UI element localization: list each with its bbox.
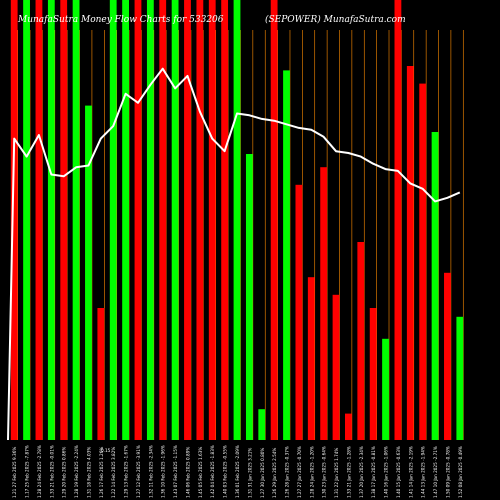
flow-bar [456,316,464,440]
bars [10,0,464,441]
title-right: (SEPOWER) MunafaSutra.com [265,14,406,25]
x-tick-label: 1.40 15 Jan 2025 -0.63% [396,446,401,498]
flow-bar [369,308,377,440]
x-tick-label: 1.36 10 Feb 2025 -1.96% [161,445,166,498]
x-tick-label: 1.28 24 Jan 2025 -1.20% [309,446,314,498]
flow-bar [382,338,389,440]
flow-bar [184,0,191,440]
x-tick-label: 1.30 23 Jan 2025 -0.64% [322,446,327,498]
flow-bar [109,0,117,440]
flow-bar [258,409,266,440]
x-tick-label: 1.29 13 Feb 2025 -1.67% [124,445,129,498]
flow-bar [270,0,278,440]
x-tick-label: 1.47 10 Jan 2025 -2.71% [433,446,438,498]
x-tick-label: 1.42 04 Feb 2025 -1.83% [210,445,215,498]
flow-bar [85,105,92,440]
x-tick-label: 1.26 29 Jan 2025 2.54% [272,448,277,498]
flow-bar [345,413,352,440]
flow-bar [72,0,80,440]
money-flow-line [7,67,461,441]
flow-bar [320,167,328,440]
flow-bar [233,0,241,440]
flow-bar [221,0,229,440]
x-tick-label: 1.21 27 Feb 2025 9.36% [12,447,17,498]
x-tick-label: 1.45 05 Feb 2025 1.63% [198,447,203,498]
x-tick-label: 1.31 31 Jan 2025 3.21% [247,448,252,498]
x-tick-label: 1.37 20 Jan 2025 -2.34% [359,446,364,498]
gridlines [17,30,464,440]
x-tick-label: 1.44 13 Jan 2025 -1.94% [421,446,426,498]
x-tick-label: 1.38 17 Jan 2025 -0.81% [371,446,376,498]
x-tick-labels: 1.21 27 Feb 2025 9.36% 1.17 25 Feb 2025 -… [12,445,463,498]
flow-bar [134,0,142,440]
flow-bar [171,0,179,440]
flow-bar [431,132,439,440]
x-tick-label: 1.28 24 Feb 2025 -2.78% [37,445,42,498]
x-tick-label: 1.27 30 Jan 2025 0.80% [260,448,265,498]
flow-bar [357,242,365,440]
x-tick-label: 1.33 21 Jan 2025 -1.28% [346,446,351,498]
flow-bar [122,0,129,440]
flow-bar [208,0,216,440]
x-tick-label: 1.17 25 Feb 2025 -7.87% [25,445,30,498]
x-tick-label: 1.26 28 Jan 2025 -0.37% [285,446,290,498]
x-tick-label: 1.40 16 Jan 2025 -1.06% [384,446,389,498]
x-tick-label: 1.27 27 Jan 2025 -0.70% [297,446,302,498]
flow-bar [406,66,414,440]
x-tick-label: 1.36 01 Feb 2025 -2.09% [235,445,240,498]
flow-bar [444,272,451,440]
flow-bar [10,0,18,440]
x-tick-label: 1.32 11 Feb 2025 -2.34% [148,445,153,498]
x-tick-label: 1.31 18 Feb 2025 4.03% [87,447,92,498]
flow-bar [295,184,303,440]
flow-bar [332,294,340,440]
x-tick-label: 1.31 22 Jan 2025 1.74% [334,448,339,498]
flow-bar [97,308,105,440]
flow-bar [23,0,30,440]
flow-bar [245,154,253,440]
flow-bar [394,0,402,440]
x-tick-label: 1.33 21 Feb 2025 -0.01% [49,445,54,498]
flow-bar [159,0,167,440]
x-tick-label: 1.41 14 Jan 2025 -2.19% [408,446,413,498]
flow-bar [419,83,427,440]
flow-bar [47,0,55,440]
title-left: MunafaSutra Money Flow Charts for 533206 [17,15,224,25]
flow-bar [60,0,68,440]
flow-bar [283,70,290,441]
x-tick-label: 1.43 07 Feb 2025 -1.15% [173,445,178,498]
x-tick-label: 1.22 14 Feb 2025 3.82% [111,447,116,498]
flow-bar [35,0,43,440]
extra-tick-label: 0.15 [101,448,111,453]
flow-bar [146,0,154,440]
flow-bar [196,0,204,440]
x-tick-label: 1.26 17 Feb 2025 1.26% [99,447,104,498]
x-tick-label: 1.28 19 Feb 2025 -2.24% [74,445,79,498]
x-tick-label: 1.29 20 Feb 2025 0.86% [62,447,67,498]
x-tick-label: 1.27 12 Feb 2025 -3.91% [136,445,141,498]
x-tick-label: 1.40 03 Feb 2025 -0.55% [223,445,228,498]
x-tick-label: 1.46 06 Feb 2025 0.89% [186,447,191,498]
flow-bar [307,277,315,440]
x-tick-label: 1.52 08 Jan 2025 -0.49% [458,446,463,498]
x-tick-label: 1.50 09 Jan 2025 -0.78% [445,446,450,498]
